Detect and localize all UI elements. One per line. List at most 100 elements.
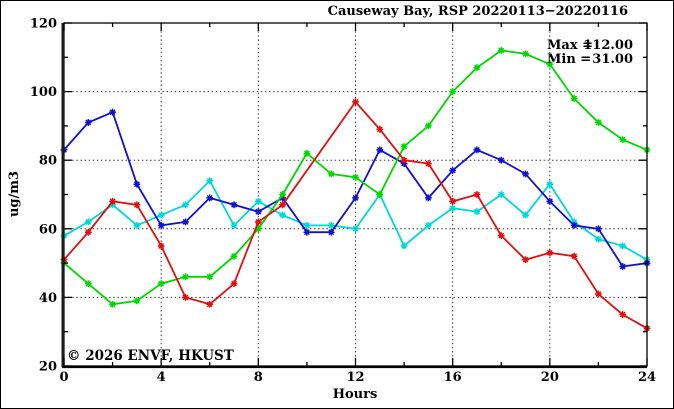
series-cyan-marker: [352, 225, 359, 233]
series-green-marker: [182, 273, 189, 281]
series-blue-marker: [473, 146, 481, 154]
x-tick-label: 24: [638, 370, 656, 385]
y-tick-label: 80: [39, 154, 57, 169]
series-cyan-marker: [327, 221, 335, 229]
series-red-marker: [400, 156, 408, 164]
series-cyan-marker: [522, 211, 529, 219]
x-tick-label: 16: [444, 370, 462, 385]
series-green-marker: [206, 273, 214, 281]
series-red-marker: [522, 256, 529, 264]
series-blue-marker: [109, 108, 116, 116]
series-red-marker: [497, 232, 505, 240]
series-blue-marker: [546, 197, 554, 205]
y-axis-label: ug/m3: [7, 171, 22, 217]
x-tick-label: 4: [157, 370, 166, 385]
series-blue-marker: [595, 225, 602, 233]
series-cyan-marker: [206, 177, 214, 185]
series-red-marker: [254, 218, 262, 226]
x-tick-label: 20: [541, 370, 559, 385]
series-green-marker: [327, 170, 335, 178]
series-layer: [60, 47, 651, 332]
series-green-marker: [230, 252, 238, 260]
series-green-marker: [595, 119, 602, 126]
series-blue-marker: [303, 228, 311, 236]
series-green-marker: [546, 60, 554, 68]
series-red-marker: [182, 294, 189, 301]
series-cyan-marker: [449, 204, 457, 212]
plot-frame: [61, 22, 648, 369]
series-cyan-marker: [546, 180, 554, 188]
series-blue-marker: [400, 160, 408, 168]
series-cyan-marker: [497, 191, 505, 198]
series-red-marker: [473, 191, 481, 198]
series-green-marker: [84, 280, 92, 288]
series-blue-marker: [182, 218, 189, 226]
x-tick-label: 8: [254, 370, 263, 385]
series-blue-marker: [570, 221, 578, 229]
series-blue-marker: [376, 146, 384, 154]
tick-layer: [63, 22, 648, 367]
series-red-marker: [449, 197, 457, 205]
series-cyan-marker: [595, 235, 602, 243]
series-blue-line: [63, 110, 648, 268]
grid-layer: [64, 23, 647, 366]
series-green-marker: [449, 88, 457, 95]
max-annotation-label: Max =: [547, 38, 593, 53]
series-red-marker: [595, 290, 602, 298]
series-blue-marker: [497, 156, 505, 164]
x-tick-label: 12: [346, 370, 364, 385]
series-cyan-marker: [424, 221, 432, 229]
series-red-marker: [619, 311, 627, 318]
series-blue-marker: [133, 180, 141, 188]
series-red-marker: [84, 228, 92, 236]
series-green-marker: [424, 122, 432, 130]
min-annotation-value: 31.00: [592, 52, 633, 67]
series-cyan-marker: [473, 208, 481, 216]
series-blue-marker: [279, 194, 287, 202]
series-green-marker: [303, 149, 311, 157]
series-blue-marker: [352, 194, 359, 202]
series-blue-marker: [327, 228, 335, 236]
series-cyan-marker: [230, 221, 238, 229]
series-blue-marker: [84, 119, 92, 126]
series-green-marker: [157, 280, 165, 288]
series-cyan-marker: [303, 221, 311, 229]
series-green-marker: [133, 297, 141, 305]
series-green-marker: [619, 136, 627, 144]
y-tick-label: 60: [39, 222, 57, 237]
series-red-marker: [206, 300, 214, 308]
series-red-marker: [570, 252, 578, 260]
series-blue-marker: [424, 194, 432, 202]
series-cyan-marker: [133, 221, 141, 229]
series-green-marker: [497, 47, 505, 54]
series-green-marker: [473, 64, 481, 71]
chart-title: Causeway Bay, RSP 20220113−20220116: [328, 4, 628, 19]
series-green-marker: [109, 300, 116, 308]
series-red-marker: [424, 160, 432, 168]
series-cyan-marker: [157, 211, 165, 219]
series-red-marker: [376, 125, 384, 133]
y-tick-label: 20: [39, 360, 57, 375]
series-blue-marker: [522, 170, 529, 178]
series-cyan-marker: [182, 201, 189, 209]
series-red-marker: [133, 201, 141, 209]
series-green-marker: [522, 50, 529, 58]
max-annotation-value: 112.00: [583, 38, 633, 53]
series-red-marker: [352, 98, 359, 106]
series-red-marker: [546, 249, 554, 257]
series-red-marker: [279, 201, 287, 209]
series-blue-marker: [449, 167, 457, 174]
watermark: © 2026 ENVF, HKUST: [67, 348, 234, 364]
y-tick-label: 40: [39, 291, 57, 306]
series-green-marker: [400, 143, 408, 150]
x-tick-label: 0: [59, 370, 68, 385]
series-green-marker: [279, 191, 287, 198]
series-blue-marker: [254, 208, 262, 216]
min-annotation-label: Min =: [547, 52, 591, 67]
series-blue-marker: [157, 221, 165, 229]
series-blue-marker: [206, 194, 214, 202]
series-green-marker: [570, 95, 578, 102]
x-axis-label: Hours: [333, 387, 378, 402]
